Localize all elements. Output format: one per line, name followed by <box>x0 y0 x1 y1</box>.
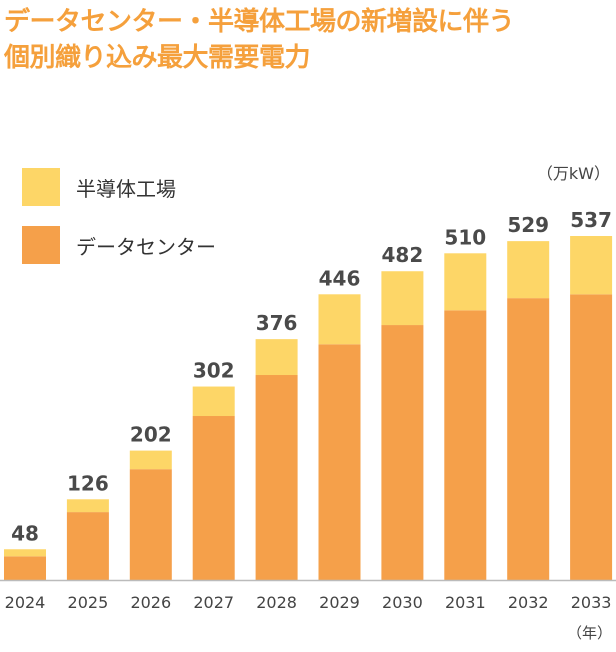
total-label-2025: 126 <box>67 471 109 495</box>
bar-datacenter-2032 <box>507 298 550 580</box>
total-label-2027: 302 <box>193 359 235 383</box>
total-label-2026: 202 <box>130 423 172 447</box>
x-tick-label-2025: 2025 <box>68 593 109 612</box>
total-label-2033: 537 <box>570 208 612 232</box>
bar-semiconductor-2032 <box>507 241 550 299</box>
x-tick-label-2032: 2032 <box>508 593 549 612</box>
bar-datacenter-2028 <box>255 375 298 580</box>
bar-datacenter-2029 <box>318 344 361 580</box>
bar-datacenter-2033 <box>570 294 613 580</box>
bar-datacenter-2024 <box>4 556 46 580</box>
x-tick-label-2033: 2033 <box>571 593 612 612</box>
title-line-1: データセンター・半導体工場の新増設に伴う <box>4 7 515 37</box>
bar-semiconductor-2025 <box>66 499 109 513</box>
legend-label: データセンター <box>76 234 216 259</box>
bar-semiconductor-2031 <box>444 253 487 311</box>
bar-datacenter-2027 <box>192 416 235 580</box>
x-tick-label-2029: 2029 <box>319 593 360 612</box>
legend-label: 半導体工場 <box>76 176 176 201</box>
bar-datacenter-2031 <box>444 310 487 580</box>
chart-title: データセンター・半導体工場の新増設に伴う 個別織り込み最大需要電力 <box>4 4 515 76</box>
total-label-2024: 48 <box>11 521 39 545</box>
bar-semiconductor-2024 <box>4 549 46 557</box>
bar-semiconductor-2027 <box>192 386 235 417</box>
x-tick-label-2030: 2030 <box>382 593 423 612</box>
legend: 半導体工場 データセンター <box>22 168 216 284</box>
total-label-2031: 510 <box>444 225 486 249</box>
bar-datacenter-2025 <box>66 512 109 580</box>
bar-semiconductor-2033 <box>570 236 613 295</box>
legend-swatch <box>22 226 60 264</box>
legend-item-datacenter: データセンター <box>22 226 216 264</box>
legend-item-semiconductor: 半導体工場 <box>22 168 216 206</box>
total-label-2030: 482 <box>382 243 424 267</box>
bar-semiconductor-2028 <box>255 339 298 376</box>
x-tick-label-2028: 2028 <box>256 593 297 612</box>
title-line-2: 個別織り込み最大需要電力 <box>4 43 311 73</box>
legend-swatch <box>22 168 60 206</box>
unit-label: （万kW） <box>536 164 610 183</box>
x-tick-label-2027: 2027 <box>193 593 234 612</box>
bar-datacenter-2030 <box>381 325 424 580</box>
total-label-2032: 529 <box>507 213 549 237</box>
bar-semiconductor-2026 <box>129 450 172 470</box>
total-label-2029: 446 <box>319 266 361 290</box>
x-tick-label-2024: 2024 <box>5 593 46 612</box>
bar-semiconductor-2029 <box>318 294 361 345</box>
x-tick-label-2026: 2026 <box>130 593 171 612</box>
bar-datacenter-2026 <box>129 469 172 580</box>
total-label-2028: 376 <box>256 311 298 335</box>
x-tick-label-2031: 2031 <box>445 593 486 612</box>
x-unit-label: （年） <box>567 624 612 642</box>
bar-semiconductor-2030 <box>381 271 424 326</box>
